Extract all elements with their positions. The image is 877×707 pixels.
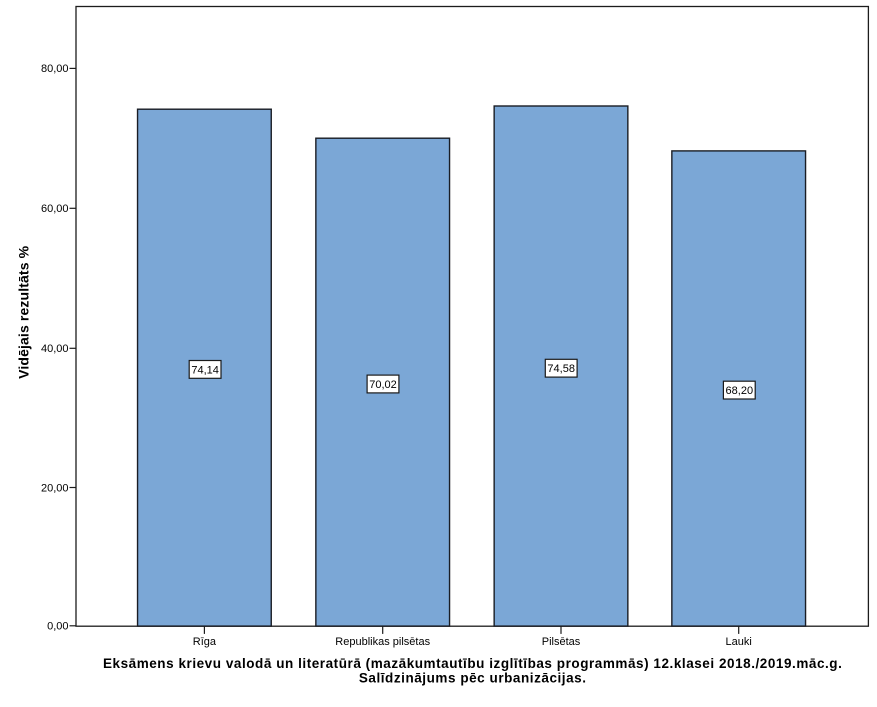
svg-text:80,00: 80,00 [41,63,69,75]
svg-text:70,02: 70,02 [369,379,397,391]
svg-text:Pilsētas: Pilsētas [542,636,581,648]
svg-text:Eksāmens krievu valodā un lite: Eksāmens krievu valodā un literatūrā (ma… [103,656,842,671]
svg-text:Vidējais rezultāts %: Vidējais rezultāts % [16,245,32,378]
svg-text:Salīdzinājums pēc urbanizācija: Salīdzinājums pēc urbanizācijas. [359,671,587,686]
svg-text:40,00: 40,00 [41,343,69,355]
svg-text:60,00: 60,00 [41,203,69,215]
svg-text:20,00: 20,00 [41,482,69,494]
svg-text:Rīga: Rīga [193,636,217,648]
svg-text:74,14: 74,14 [191,364,219,376]
svg-text:68,20: 68,20 [726,385,754,397]
svg-text:Republikas pilsētas: Republikas pilsētas [335,636,430,648]
svg-text:74,58: 74,58 [547,363,575,375]
svg-text:0,00: 0,00 [47,621,68,633]
svg-text:Lauki: Lauki [726,636,752,648]
